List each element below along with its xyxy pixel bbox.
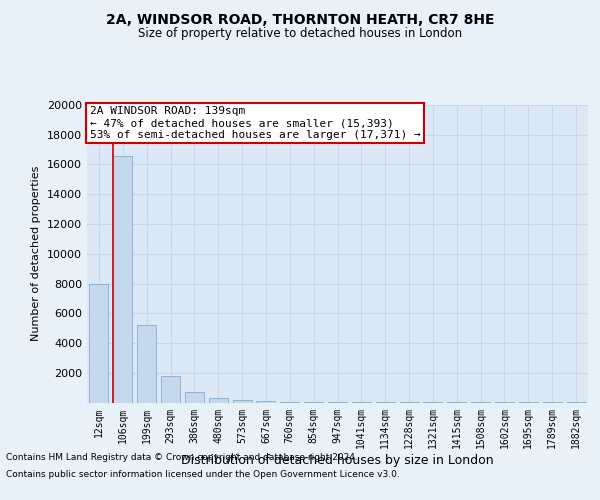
Bar (233, 400, 251, 402)
Y-axis label: Number of detached properties: Number of detached properties (31, 166, 41, 342)
X-axis label: Distribution of detached houses by size in London: Distribution of detached houses by size … (181, 454, 494, 467)
Text: 2A, WINDSOR ROAD, THORNTON HEATH, CR7 8HE: 2A, WINDSOR ROAD, THORNTON HEATH, CR7 8H… (106, 12, 494, 26)
Text: Contains HM Land Registry data © Crown copyright and database right 2024.: Contains HM Land Registry data © Crown c… (6, 452, 358, 462)
Bar (185, 392, 204, 402)
Bar (113, 156, 133, 402)
Text: Contains public sector information licensed under the Open Government Licence v3: Contains public sector information licen… (6, 470, 400, 479)
Bar (137, 325, 156, 402)
Bar (209, 398, 228, 402)
Bar (89, 284, 109, 403)
Bar (161, 376, 180, 402)
Text: 2A WINDSOR ROAD: 139sqm
← 47% of detached houses are smaller (15,393)
53% of sem: 2A WINDSOR ROAD: 139sqm ← 47% of detache… (89, 106, 420, 140)
Text: Size of property relative to detached houses in London: Size of property relative to detached ho… (138, 28, 462, 40)
